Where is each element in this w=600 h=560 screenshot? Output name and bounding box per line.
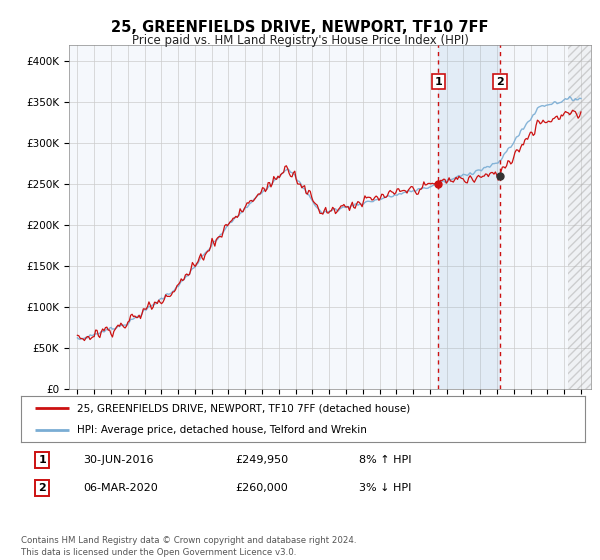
Text: 25, GREENFIELDS DRIVE, NEWPORT, TF10 7FF: 25, GREENFIELDS DRIVE, NEWPORT, TF10 7FF [111,20,489,35]
Text: Contains HM Land Registry data © Crown copyright and database right 2024.
This d: Contains HM Land Registry data © Crown c… [21,536,356,557]
Text: 8% ↑ HPI: 8% ↑ HPI [359,455,412,465]
Bar [438,45,500,389]
Text: 30-JUN-2016: 30-JUN-2016 [83,455,154,465]
Text: £260,000: £260,000 [235,483,288,493]
Text: HPI: Average price, detached house, Telford and Wrekin: HPI: Average price, detached house, Telf… [77,426,367,436]
Text: 3% ↓ HPI: 3% ↓ HPI [359,483,412,493]
Text: 1: 1 [38,455,46,465]
Text: Price paid vs. HM Land Registry's House Price Index (HPI): Price paid vs. HM Land Registry's House … [131,34,469,46]
Text: 06-MAR-2020: 06-MAR-2020 [83,483,158,493]
Text: 25, GREENFIELDS DRIVE, NEWPORT, TF10 7FF (detached house): 25, GREENFIELDS DRIVE, NEWPORT, TF10 7FF… [77,403,410,413]
Text: 1: 1 [434,77,442,87]
Text: 2: 2 [38,483,46,493]
Bar [568,45,591,389]
Bar [568,45,591,389]
Text: £249,950: £249,950 [235,455,289,465]
Text: 2: 2 [496,77,504,87]
Bar [568,45,591,389]
